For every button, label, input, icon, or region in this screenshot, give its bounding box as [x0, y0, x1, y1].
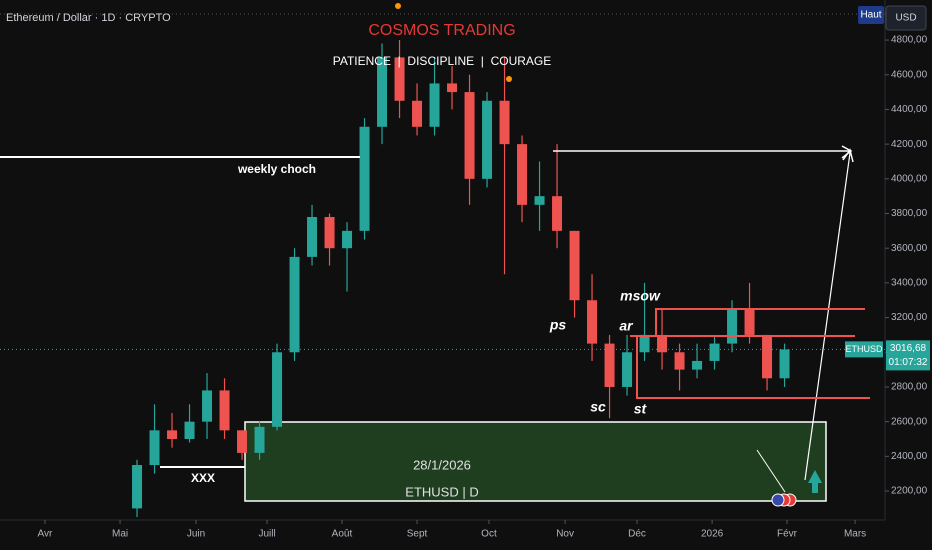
event-dot — [395, 3, 401, 9]
candle-body — [167, 430, 178, 439]
candle-body — [289, 256, 300, 353]
x-tick-label: Août — [332, 529, 353, 540]
candle-body — [709, 343, 720, 361]
candle-body — [307, 216, 318, 257]
symbol-tag — [845, 341, 883, 358]
candle-body — [342, 230, 353, 249]
candle-body — [744, 308, 755, 335]
annotation: XXX — [191, 471, 215, 485]
candle-body — [657, 334, 668, 353]
demand-zone — [244, 421, 827, 502]
arrow-head — [842, 148, 854, 163]
y-tick-label: 4800,00 — [891, 35, 928, 46]
candle-body — [394, 57, 405, 101]
pointer-line — [756, 449, 786, 493]
candle-body — [692, 360, 703, 370]
candle-body — [132, 465, 143, 509]
candle-body — [674, 352, 685, 370]
annotation: ps — [549, 317, 567, 333]
candle-body — [184, 421, 195, 439]
price-tag — [886, 340, 930, 371]
candle-body — [447, 83, 458, 93]
candle-body — [552, 196, 563, 231]
candle-body — [622, 352, 633, 387]
candle-body — [219, 390, 230, 431]
annotation: weekly choch — [237, 162, 316, 176]
candle-body — [639, 334, 650, 353]
x-tick-label: Déc — [628, 529, 646, 540]
candle-body — [254, 426, 265, 453]
candle-body — [604, 343, 615, 387]
y-tick-label: 4400,00 — [891, 104, 928, 115]
x-tick-label: Oct — [481, 529, 497, 540]
x-tick-label: Juill — [258, 529, 275, 540]
price-tag-countdown: 01:07:32 — [889, 357, 928, 368]
y-tick-label: 2200,00 — [891, 486, 928, 497]
candle-body — [779, 349, 790, 379]
y-tick-label: 3200,00 — [891, 312, 928, 323]
x-tick-label: 2026 — [701, 529, 724, 540]
x-tick-label: Mars — [844, 529, 866, 540]
candle-body — [569, 230, 580, 301]
scale-button-label[interactable]: Haut — [860, 10, 881, 21]
annotation: st — [634, 401, 648, 417]
projection-line — [804, 152, 851, 481]
candle-body — [762, 334, 773, 379]
y-tick-label: 3400,00 — [891, 278, 928, 289]
chart-title: COSMOS TRADING — [368, 22, 515, 39]
candle-body — [429, 83, 440, 127]
x-tick-label: Juin — [187, 529, 205, 540]
candle-body — [324, 216, 335, 249]
candle-body — [272, 352, 283, 427]
candle-body — [464, 92, 475, 179]
x-tick-label: Sept — [407, 529, 428, 540]
chart-subtitle: PATIENCE | DISCIPLINE | COURAGE — [333, 54, 552, 68]
x-tick-label: Nov — [556, 529, 574, 540]
candle-body — [517, 144, 528, 205]
up-icon — [808, 470, 822, 493]
annotation: msow — [620, 288, 661, 304]
event-flag — [771, 493, 785, 507]
annotation: sc — [590, 399, 606, 415]
candle-body — [587, 300, 598, 344]
candle-body — [534, 196, 545, 205]
box-date: 28/1/2026 — [413, 457, 471, 472]
y-tick-label: 4600,00 — [891, 69, 928, 80]
y-tick-label: 4200,00 — [891, 139, 928, 150]
y-tick-label: 4000,00 — [891, 173, 928, 184]
currency-button[interactable] — [885, 5, 927, 31]
scale-button[interactable] — [858, 6, 884, 24]
candle-body — [377, 57, 388, 127]
candle-body — [237, 430, 248, 453]
candle-body — [149, 430, 160, 466]
candle-body — [499, 100, 510, 145]
y-tick-label: 2800,00 — [891, 382, 928, 393]
symbol-title: Ethereum / Dollar · 1D · CRYPTO — [6, 12, 171, 24]
currency-label[interactable]: USD — [895, 13, 916, 24]
y-tick-label: 3800,00 — [891, 208, 928, 219]
price-tag-value: 3016,68 — [890, 343, 927, 354]
candle-body — [359, 126, 370, 231]
annotation: ar — [619, 318, 634, 334]
candle-body — [202, 390, 213, 422]
candle-body — [727, 308, 738, 344]
y-tick-label: 2600,00 — [891, 416, 928, 427]
x-tick-label: Mai — [112, 529, 128, 540]
event-dot — [506, 76, 512, 82]
x-tick-label: Févr — [777, 529, 798, 540]
y-tick-label: 3600,00 — [891, 243, 928, 254]
box-label: ETHUSD | D — [405, 484, 478, 499]
x-tick-label: Avr — [38, 529, 53, 540]
candle-body — [412, 100, 423, 127]
y-tick-label: 2400,00 — [891, 451, 928, 462]
symbol-tag-label: ETHUSD — [845, 344, 883, 354]
candle-body — [482, 100, 493, 179]
